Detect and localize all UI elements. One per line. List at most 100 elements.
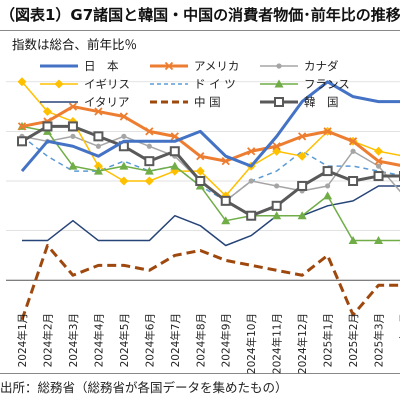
data-point bbox=[54, 79, 64, 89]
data-point bbox=[170, 161, 180, 170]
data-point bbox=[348, 236, 358, 245]
x-tick-label: 2024年5月 bbox=[118, 313, 131, 367]
data-point bbox=[348, 137, 358, 146]
series-line bbox=[22, 185, 400, 247]
data-point bbox=[17, 122, 27, 131]
data-point bbox=[248, 178, 254, 184]
x-tick-label: 2025年3月 bbox=[373, 313, 386, 367]
data-point bbox=[297, 180, 308, 191]
data-point bbox=[271, 200, 282, 211]
x-tick-label: 2025年1月 bbox=[322, 313, 335, 367]
x-tick-label: 2024年9月 bbox=[220, 313, 233, 367]
data-point bbox=[350, 148, 356, 154]
data-point bbox=[121, 133, 127, 139]
data-point bbox=[375, 163, 382, 169]
x-tick-label: 2024年10月 bbox=[245, 313, 258, 374]
data-point bbox=[322, 166, 333, 177]
legend-item: 日 本 bbox=[40, 59, 119, 73]
data-point bbox=[297, 132, 307, 141]
data-point bbox=[93, 166, 103, 175]
data-point bbox=[272, 142, 281, 151]
legend-item: イギリス bbox=[40, 77, 130, 91]
data-point bbox=[374, 236, 384, 245]
data-point bbox=[119, 112, 129, 121]
x-tick-label: 2024年1月 bbox=[16, 313, 29, 367]
data-point bbox=[220, 195, 231, 206]
legend-label: 韓 国 bbox=[304, 95, 339, 109]
legend-label: アメリカ bbox=[194, 59, 239, 73]
data-point bbox=[276, 63, 282, 69]
chart-subtitle: 指数は総合、前年比％ bbox=[12, 37, 137, 52]
data-point bbox=[94, 107, 103, 116]
data-point bbox=[274, 97, 284, 107]
data-point bbox=[195, 176, 206, 186]
data-point bbox=[146, 143, 152, 149]
data-point bbox=[246, 210, 257, 221]
x-tick-label: 2024年4月 bbox=[92, 313, 105, 367]
legend-label: 中 国 bbox=[194, 95, 221, 109]
data-point bbox=[170, 132, 179, 141]
x-tick-label: 2024年2月 bbox=[41, 313, 54, 367]
chart-title: （図表1）G7諸国と韓国・中国の消費者物価･前年比の推移 bbox=[0, 6, 400, 24]
data-point bbox=[325, 183, 331, 189]
data-point bbox=[374, 157, 383, 166]
data-point bbox=[93, 161, 103, 171]
legend-label: 日 本 bbox=[84, 59, 119, 73]
series-line bbox=[21, 105, 400, 167]
x-tick-label: 2024年12月 bbox=[296, 313, 309, 374]
data-point bbox=[68, 161, 78, 170]
data-point bbox=[323, 191, 333, 200]
x-tick-label: 2024年7月 bbox=[169, 313, 182, 367]
data-point bbox=[164, 61, 174, 71]
legend-label: フランス bbox=[304, 77, 350, 91]
series-4 bbox=[21, 135, 400, 202]
legend-label: ド イ ツ bbox=[194, 77, 236, 91]
data-point bbox=[169, 146, 180, 157]
legend-item: カナダ bbox=[260, 59, 339, 73]
x-tick-label: 2024年11月 bbox=[271, 313, 284, 374]
legend-item: アメリカ bbox=[150, 59, 239, 73]
data-point bbox=[274, 183, 280, 189]
data-point bbox=[144, 166, 154, 175]
data-point bbox=[221, 157, 230, 166]
data-point bbox=[42, 107, 52, 117]
legend-label: イギリス bbox=[84, 77, 130, 91]
data-point bbox=[374, 146, 384, 156]
data-point bbox=[17, 136, 27, 147]
data-point bbox=[373, 171, 384, 182]
legend-label: イタリア bbox=[84, 95, 130, 109]
legend-item: ド イ ツ bbox=[150, 77, 236, 91]
data-point bbox=[95, 143, 101, 149]
data-point bbox=[145, 127, 154, 136]
data-point bbox=[68, 102, 78, 111]
series-6 bbox=[22, 185, 400, 247]
data-point bbox=[93, 131, 104, 142]
series-1 bbox=[17, 102, 400, 170]
data-point bbox=[323, 127, 332, 136]
data-point bbox=[119, 176, 129, 186]
data-point bbox=[297, 151, 307, 161]
data-point bbox=[70, 133, 76, 139]
data-point bbox=[119, 161, 129, 170]
legend-item: イタリア bbox=[40, 95, 130, 109]
x-tick-labels: 2024年1月 2024年2月 2024年3月 2024年4月 2024年5月 2024年… bbox=[16, 313, 400, 374]
data-point bbox=[144, 176, 154, 186]
x-tick-label: 2024年8月 bbox=[194, 313, 207, 367]
data-point bbox=[274, 79, 284, 88]
series-line bbox=[21, 124, 400, 218]
series-line bbox=[20, 244, 400, 321]
data-point bbox=[67, 121, 78, 132]
x-tick-label: 2024年6月 bbox=[143, 313, 156, 367]
data-point bbox=[221, 216, 231, 225]
series-7 bbox=[20, 244, 400, 321]
legend-item: 中 国 bbox=[150, 95, 221, 109]
series-0 bbox=[20, 80, 400, 173]
data-point bbox=[297, 211, 307, 220]
series-line bbox=[21, 125, 400, 242]
x-tick-label: 2025年2月 bbox=[347, 313, 360, 367]
data-point bbox=[196, 152, 205, 161]
x-tick-label: 2024年3月 bbox=[67, 313, 80, 367]
